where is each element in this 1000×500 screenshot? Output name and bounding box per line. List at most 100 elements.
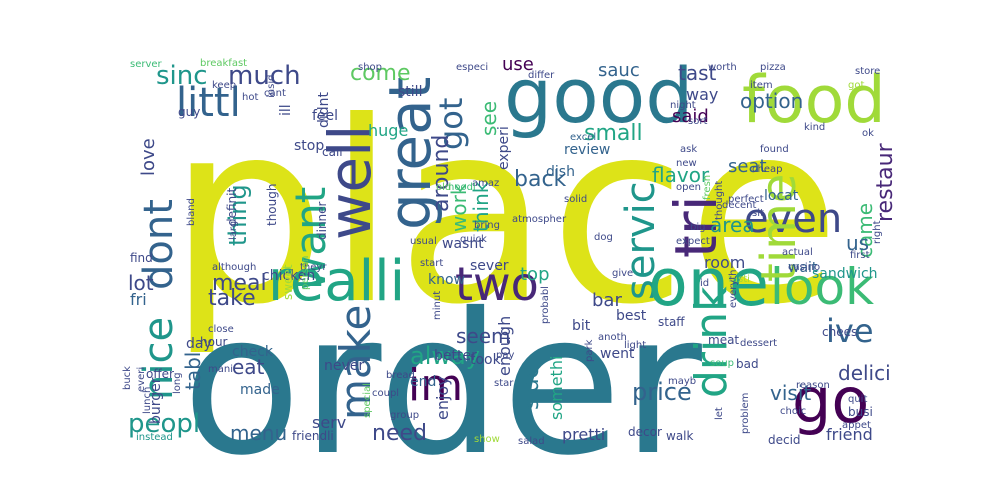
cloud-word: need <box>372 421 427 446</box>
cloud-word: lunch <box>142 387 153 414</box>
cloud-word: mayb <box>668 376 696 387</box>
cloud-word: expect <box>676 236 710 247</box>
cloud-word: sweet <box>281 264 295 300</box>
cloud-word: thing <box>224 184 252 246</box>
cloud-word: decid <box>768 433 801 447</box>
cloud-word: minut <box>432 291 443 320</box>
cloud-word: said <box>672 106 709 127</box>
cloud-word: tasti <box>728 274 750 285</box>
cloud-word: insid <box>266 75 277 98</box>
cloud-word: dinner <box>315 201 329 240</box>
cloud-word: sort <box>688 116 707 127</box>
cloud-word: everi <box>136 367 147 392</box>
cloud-word: show <box>474 434 500 445</box>
cloud-word: open <box>676 182 701 193</box>
cloud-word: two <box>455 257 539 311</box>
cloud-word: close <box>208 324 234 335</box>
cloud-word: keep <box>212 80 236 91</box>
cloud-word: locat <box>764 188 799 204</box>
cloud-word: delici <box>838 361 891 385</box>
cloud-word: atmospher <box>512 214 567 225</box>
cloud-word: seat <box>728 156 767 177</box>
cloud-word: friendli <box>292 429 334 443</box>
cloud-word: burger <box>148 377 164 424</box>
cloud-word: small <box>584 121 643 146</box>
cloud-word: think <box>469 181 493 232</box>
cloud-word: light <box>624 340 646 351</box>
cloud-word: ive <box>826 312 874 350</box>
cloud-word: shop <box>358 62 382 73</box>
cloud-word: work <box>447 183 471 232</box>
cloud-word: appet <box>842 420 871 431</box>
cloud-word: huge <box>368 121 408 140</box>
cloud-word: servic <box>618 181 664 300</box>
cloud-word: seem <box>456 324 511 348</box>
cloud-word: ill <box>278 104 294 116</box>
cloud-word: new <box>676 158 697 169</box>
cloud-word: buck <box>122 366 133 390</box>
cloud-word: walk <box>666 429 694 443</box>
cloud-word: breakfast <box>200 58 247 69</box>
cloud-word: pretti <box>562 425 605 444</box>
cloud-word: sever <box>470 258 509 274</box>
cloud-word: dessert <box>740 338 777 349</box>
cloud-word: dog <box>594 232 613 243</box>
cloud-word: took <box>470 352 502 368</box>
cloud-word: casino <box>788 262 820 273</box>
cloud-word: hour <box>200 335 228 349</box>
cloud-word: especi <box>456 62 488 73</box>
cloud-word: made <box>240 382 280 398</box>
cloud-word: bland <box>186 198 197 226</box>
cloud-word: bring <box>474 220 500 231</box>
cloud-word: place <box>168 68 841 359</box>
cloud-word: chicken <box>262 268 315 284</box>
cloud-word: drink <box>686 286 737 398</box>
cloud-word: realli <box>268 249 405 314</box>
cloud-word: experi <box>496 126 512 170</box>
cloud-word: friend <box>826 425 873 444</box>
cloud-word: bad <box>736 357 759 371</box>
cloud-word: see <box>477 101 501 136</box>
cloud-word: sinc <box>156 61 208 91</box>
cloud-word: though <box>265 184 279 226</box>
cloud-word: top <box>520 264 550 285</box>
cloud-word: peopl <box>128 409 200 439</box>
cloud-word: side <box>519 365 544 410</box>
cloud-word: nice <box>136 317 182 400</box>
cloud-word: amaz <box>472 178 499 189</box>
cloud-word: offer <box>146 367 174 381</box>
cloud-word: quick <box>460 234 487 245</box>
cloud-word: meat <box>708 333 739 347</box>
cloud-word: right <box>872 220 883 244</box>
cloud-word: pay <box>496 350 514 361</box>
cloud-word: park <box>584 339 595 362</box>
cloud-word: fri <box>130 290 147 309</box>
cloud-word: larg <box>228 221 239 240</box>
cloud-word: long <box>172 372 183 394</box>
cloud-word: actual <box>782 247 813 258</box>
cloud-word: ok <box>862 128 874 139</box>
cloud-word: take <box>208 286 256 311</box>
cloud-word: group <box>390 410 419 421</box>
cloud-word: staff <box>658 315 685 329</box>
cloud-word: visit <box>770 381 811 405</box>
cloud-word: thought <box>714 181 725 220</box>
cloud-word: never <box>324 358 364 374</box>
cloud-word: hot <box>242 92 258 103</box>
cloud-word: us <box>846 231 869 255</box>
cloud-word: coupl <box>372 388 399 399</box>
cloud-word: star <box>494 378 514 389</box>
cloud-word: old <box>436 182 451 193</box>
cloud-word: much <box>228 61 301 91</box>
cloud-word: usual <box>410 236 437 247</box>
cloud-word: bread <box>386 370 415 381</box>
cloud-word: time <box>751 174 807 282</box>
cloud-word: instead <box>136 432 173 443</box>
cloud-word: mani <box>208 364 233 375</box>
cloud-word: noodl <box>448 182 476 193</box>
cloud-word: look <box>770 258 874 316</box>
cloud-word: meal <box>212 271 267 296</box>
cloud-word: busi <box>848 405 873 419</box>
cloud-word: enjoy <box>433 376 452 420</box>
